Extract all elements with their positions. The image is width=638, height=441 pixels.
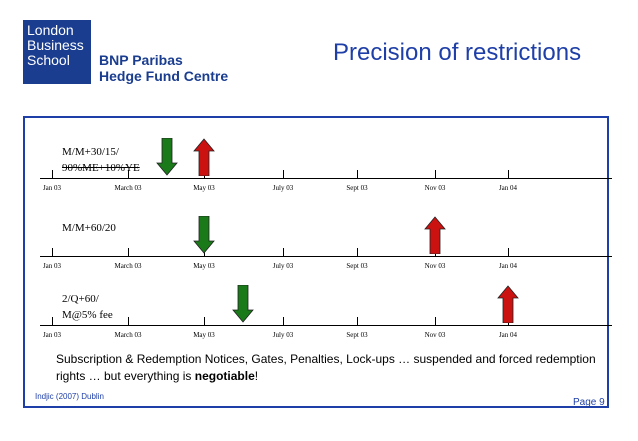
row-1-tick [508,170,509,178]
up-arrow-icon [424,216,446,254]
row-2-tick-label: July 03 [272,262,294,270]
row-3-tick-label: Nov 03 [424,331,446,339]
row-3-label: 2/Q+60/ M@5% fee [62,291,113,323]
row-3-tick [52,317,53,325]
row-1-tick [357,170,358,178]
row-3-label-line-1: 2/Q+60/ [62,293,99,305]
row-2-tick-label: Jan 03 [42,262,62,270]
down-arrow-icon [156,138,178,176]
up-arrow-icon [193,138,215,176]
row-1-tick [283,170,284,178]
row-3-tick [204,317,205,325]
row-1-axis [40,178,612,179]
row-1-tick [128,170,129,178]
timeline-frame [23,116,609,408]
row-1-tick-label: May 03 [193,184,215,192]
row-3-tick-label: March 03 [114,331,142,339]
row-2-tick-label: March 03 [114,262,142,270]
logo-line-2: Business [27,37,84,53]
logo-line-3: School [27,52,70,68]
row-1-tick-label: Nov 03 [424,184,446,192]
down-arrow-icon [193,216,215,254]
row-2-tick [283,248,284,256]
slide-title: Precision of restrictions [333,39,582,66]
row-2-tick [508,248,509,256]
page-number: Page 9 [573,397,605,408]
caption-text: Subscription & Redemption Notices, Gates… [56,352,596,383]
source-note: Indjic (2007) Dublin [35,392,104,401]
row-1-tick-label: Jan 03 [42,184,62,192]
row-2-label: M/M+60/20 [62,220,116,236]
row-1-label-line-2: 90%ME+10%YE [62,162,140,174]
row-2-tick-label: Nov 03 [424,262,446,270]
caption-end: ! [254,369,259,383]
row-1-label: M/M+30/15/ 90%ME+10%YE [62,144,140,176]
row-3-tick [357,317,358,325]
row-3-tick [128,317,129,325]
centre-line-1: BNP Paribas [99,52,183,68]
row-2-axis [40,256,612,257]
row-1-tick-label: March 03 [114,184,142,192]
row-2-tick-label: May 03 [193,262,215,270]
down-arrow-icon [232,285,254,323]
row-3-tick-label: Sept 03 [346,331,368,339]
row-3-tick [283,317,284,325]
row-3-tick [435,317,436,325]
centre-line-2: Hedge Fund Centre [99,68,229,84]
row-2-tick-label: Jan 04 [498,262,518,270]
row-3-tick-label: Jan 03 [42,331,62,339]
row-3-tick-label: Jan 04 [498,331,518,339]
row-3-axis [40,325,612,326]
row-2-tick [128,248,129,256]
row-1-label-line-1: M/M+30/15/ [62,146,119,158]
row-1-tick-label: July 03 [272,184,294,192]
london-business-school-logo: London Business School [23,20,91,84]
row-1-tick [52,170,53,178]
logo-line-1: London [27,22,74,38]
row-2-label-line-1: M/M+60/20 [62,222,116,234]
row-2-tick [357,248,358,256]
row-1-tick-label: Jan 04 [498,184,518,192]
up-arrow-icon [497,285,519,323]
row-3-tick-label: May 03 [193,331,215,339]
row-1-tick [435,170,436,178]
row-2-tick-label: Sept 03 [346,262,368,270]
row-2-tick [52,248,53,256]
row-3-label-line-2: M@5% fee [62,309,113,321]
caption: Subscription & Redemption Notices, Gates… [56,351,596,385]
row-3-tick-label: July 03 [272,331,294,339]
hedge-fund-centre-name: BNP Paribas Hedge Fund Centre [99,52,228,84]
caption-bold-word: negotiable [194,369,255,383]
row-1-tick-label: Sept 03 [346,184,368,192]
